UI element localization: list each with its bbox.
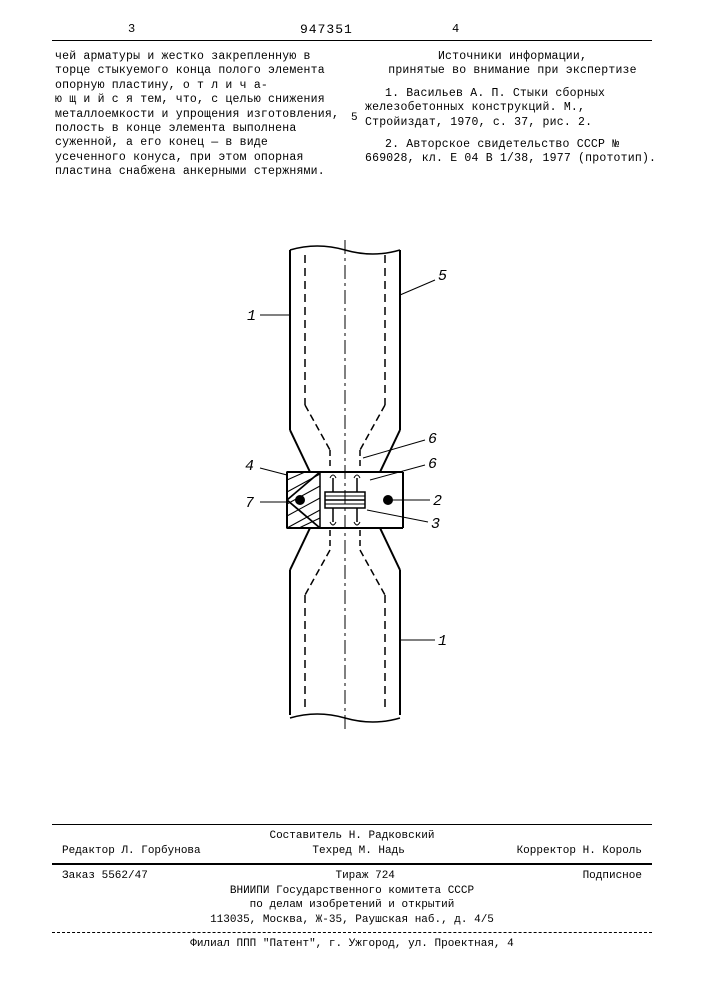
drawing-svg: 1 5 6 6 4 7 2 3 1 <box>225 240 485 730</box>
reference-1: 1. Васильев А. П. Стыки сборных железобе… <box>365 87 660 130</box>
sources-title: Источники информации, принятые во вниман… <box>365 50 660 79</box>
callout-6b: 6 <box>428 456 437 473</box>
techred: Техред М. Надь <box>312 844 404 859</box>
callout-4: 4 <box>245 458 254 475</box>
callout-1a: 1 <box>247 308 256 325</box>
callout-6a: 6 <box>428 431 437 448</box>
corrector: Корректор Н. Король <box>517 844 642 859</box>
address-line: 113035, Москва, Ж-35, Раушская наб., д. … <box>52 913 652 928</box>
callout-1b: 1 <box>438 633 447 650</box>
org-line-2: по делам изобретений и открытий <box>52 898 652 913</box>
order: Заказ 5562/47 <box>62 869 148 884</box>
technical-drawing: 1 5 6 6 4 7 2 3 1 <box>225 240 485 730</box>
callout-7: 7 <box>245 495 254 512</box>
reference-2: 2. Авторское свидетельство СССР № 669028… <box>365 138 660 167</box>
callout-3: 3 <box>431 516 440 533</box>
claim-text: чей арматуры и жестко закрепленную в тор… <box>55 50 339 178</box>
branch-line: Филиал ППП "Патент", г. Ужгород, ул. Про… <box>52 937 652 952</box>
document-number: 947351 <box>300 22 353 37</box>
page-number-left: 3 <box>128 22 135 36</box>
org-line-1: ВНИИПИ Государственного комитета СССР <box>52 884 652 899</box>
compiler-line: Составитель Н. Радковский <box>52 829 652 844</box>
line-number-5: 5 <box>351 112 358 126</box>
callout-5: 5 <box>438 268 447 285</box>
editor: Редактор Л. Горбунова <box>62 844 201 859</box>
imprint-footer: Составитель Н. Радковский Редактор Л. Го… <box>52 820 652 952</box>
page-number-right: 4 <box>452 22 459 36</box>
tirazh: Тираж 724 <box>335 869 394 884</box>
podpisnoe: Подписное <box>583 869 642 884</box>
callout-2: 2 <box>433 493 442 510</box>
left-column-text: чей арматуры и жестко закрепленную в тор… <box>55 50 345 179</box>
patent-page: 3 947351 4 чей арматуры и жестко закрепл… <box>0 0 707 1000</box>
header-rule <box>52 40 652 41</box>
right-column-text: Источники информации, принятые во вниман… <box>365 50 660 167</box>
